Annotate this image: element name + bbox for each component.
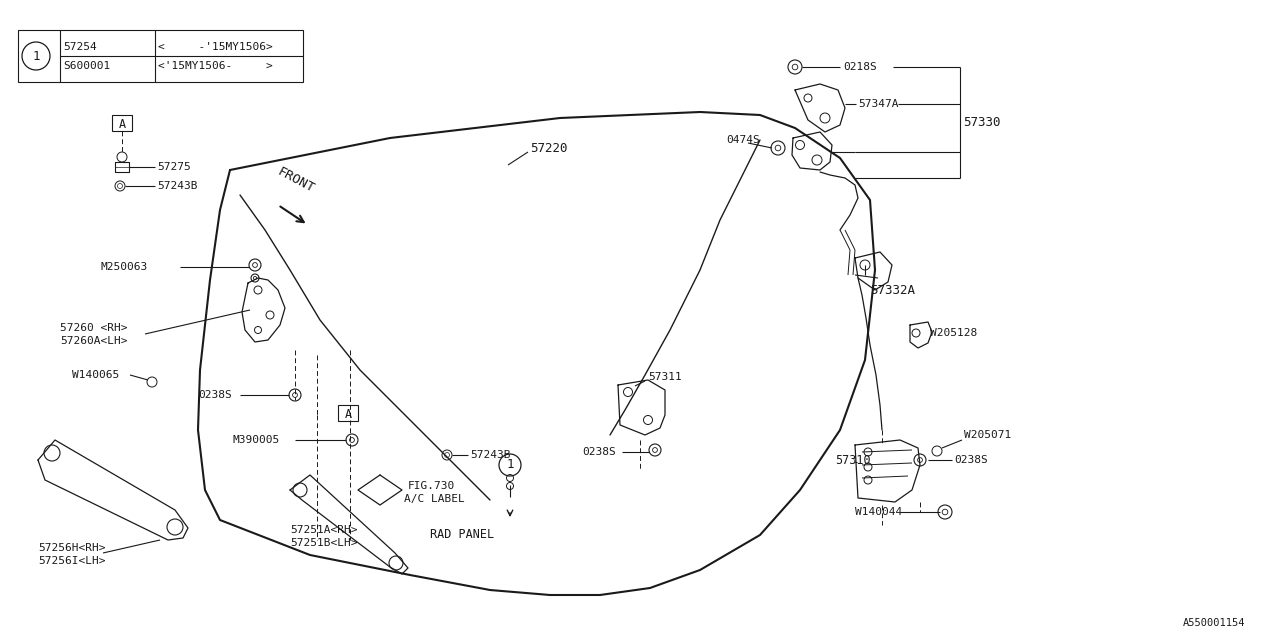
Bar [338,405,358,421]
Text: 57220: 57220 [530,141,567,154]
Text: 57275: 57275 [157,162,191,172]
Text: 57330: 57330 [963,115,1001,129]
Text: FIG.730: FIG.730 [408,481,456,491]
Text: 0238S: 0238S [954,455,988,465]
Text: 57243B: 57243B [157,181,197,191]
Text: 57254: 57254 [63,42,97,52]
Text: <     -'15MY1506>: < -'15MY1506> [157,42,273,52]
Text: 57260A<LH>: 57260A<LH> [60,336,128,346]
Text: 57332A: 57332A [870,284,915,296]
Text: FRONT: FRONT [275,164,316,195]
Text: 57256H<RH>: 57256H<RH> [38,543,105,553]
Text: S600001: S600001 [63,61,110,71]
Text: M250063: M250063 [100,262,147,272]
Text: 0238S: 0238S [582,447,616,457]
Text: A/C LABEL: A/C LABEL [404,494,465,504]
Text: 57251B<LH>: 57251B<LH> [291,538,357,548]
Text: RAD PANEL: RAD PANEL [430,529,494,541]
Bar [18,30,303,82]
Text: 0238S: 0238S [198,390,232,400]
Text: <'15MY1506-     >: <'15MY1506- > [157,61,273,71]
Text: W205128: W205128 [931,328,977,338]
Text: 57311: 57311 [648,372,682,382]
Text: W205071: W205071 [964,430,1011,440]
Text: 57260 <RH>: 57260 <RH> [60,323,128,333]
Text: 1: 1 [32,49,40,63]
Text: 57256I<LH>: 57256I<LH> [38,556,105,566]
Text: A: A [119,118,125,131]
Text: M390005: M390005 [232,435,279,445]
Text: W140065: W140065 [72,370,119,380]
Text: A: A [344,408,352,420]
Text: W140044: W140044 [855,507,902,517]
Text: 0474S: 0474S [726,135,760,145]
Text: A550001154: A550001154 [1183,618,1245,628]
Text: 57310: 57310 [835,454,870,467]
Text: 57251A<RH>: 57251A<RH> [291,525,357,535]
Bar [113,115,132,131]
Text: 57243B: 57243B [470,450,511,460]
Text: 1: 1 [507,458,513,472]
Text: 57347A: 57347A [858,99,899,109]
Text: 0218S: 0218S [844,62,877,72]
